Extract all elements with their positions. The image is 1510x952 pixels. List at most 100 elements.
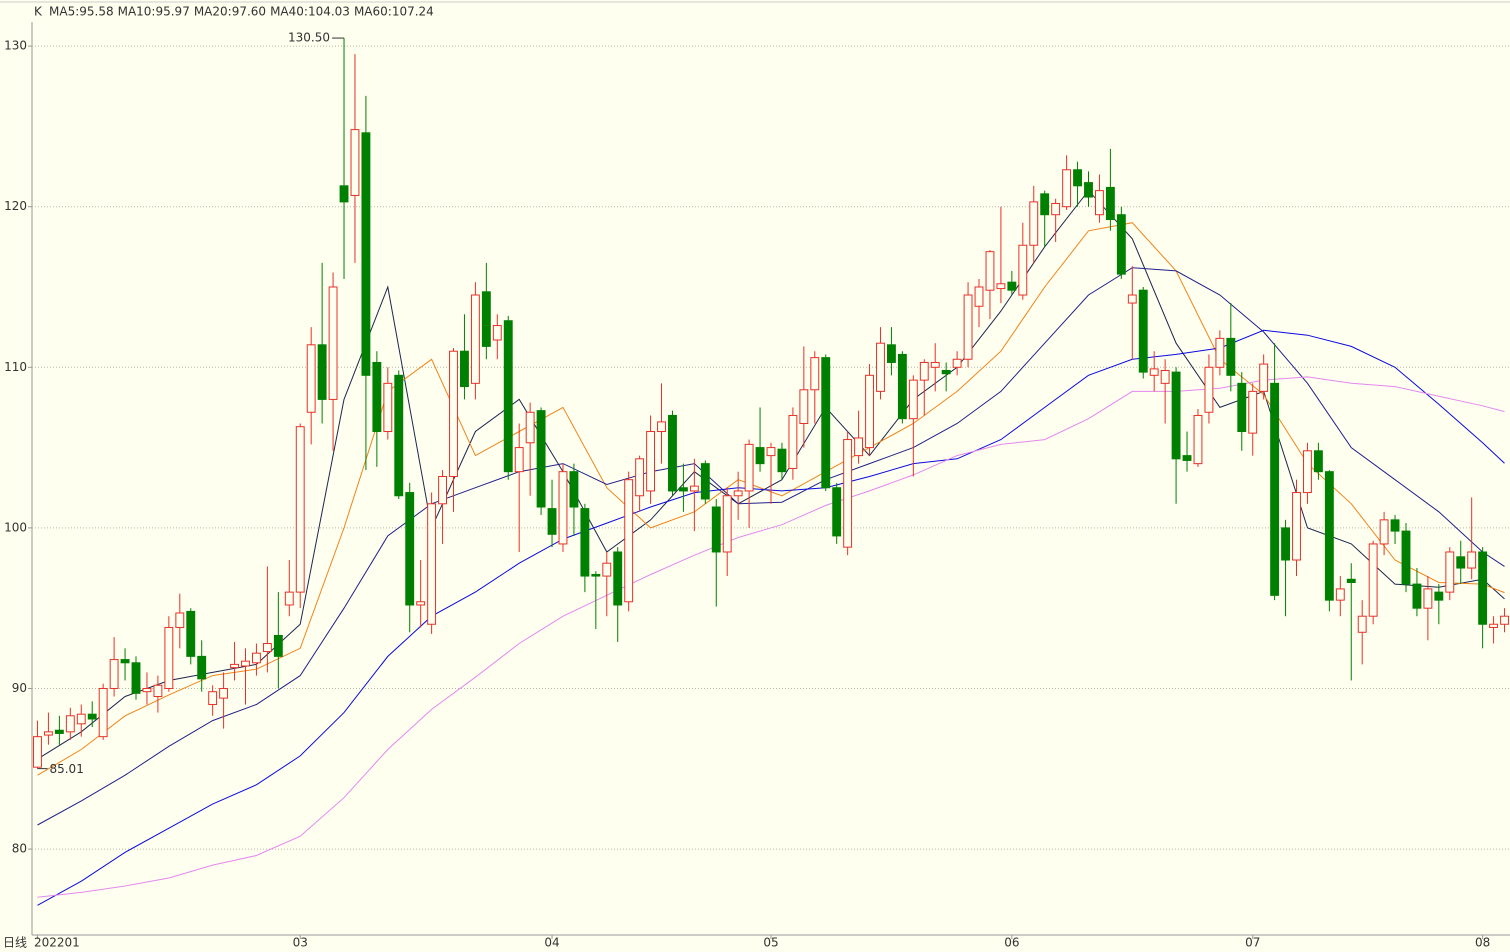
candle-body bbox=[1456, 556, 1466, 569]
candle-body bbox=[1018, 244, 1028, 296]
period-label: 日线 bbox=[3, 936, 27, 950]
candle-body bbox=[460, 350, 469, 388]
candle-body bbox=[1127, 294, 1137, 304]
candle-body bbox=[602, 562, 612, 577]
candle-body bbox=[1434, 591, 1444, 601]
candle-body bbox=[547, 508, 557, 535]
candle-body bbox=[974, 286, 984, 307]
candle-body bbox=[197, 655, 207, 680]
candle-body bbox=[1204, 366, 1214, 413]
candle-body bbox=[1335, 588, 1345, 601]
candle-body bbox=[383, 382, 393, 433]
candle-body bbox=[689, 485, 699, 492]
candle-body bbox=[284, 591, 294, 606]
candle-body bbox=[153, 684, 163, 698]
x-tick-label: 05 bbox=[763, 936, 778, 950]
candle-body bbox=[492, 325, 502, 341]
candle-body bbox=[1357, 615, 1367, 633]
candle-body bbox=[876, 342, 885, 392]
candle-body bbox=[897, 353, 907, 420]
legend-entry: MA20:97.60 bbox=[194, 5, 266, 19]
candle-body bbox=[306, 344, 316, 413]
candle-body bbox=[1062, 169, 1072, 208]
candle-body bbox=[646, 431, 656, 492]
legend-entry: MA10:95.97 bbox=[118, 5, 190, 19]
candle-body bbox=[1324, 471, 1334, 601]
candle-body bbox=[1007, 281, 1017, 291]
candle-body bbox=[810, 357, 820, 391]
candle-body bbox=[251, 652, 261, 664]
y-tick-label: 100 bbox=[4, 520, 27, 534]
candle-body bbox=[1292, 492, 1301, 561]
candle-body bbox=[733, 490, 743, 497]
candle-body bbox=[1467, 551, 1477, 569]
candle-body bbox=[1215, 337, 1225, 368]
candle-body bbox=[76, 713, 86, 725]
candle-body bbox=[558, 471, 568, 545]
candle-body bbox=[120, 659, 130, 664]
legend-entry: MA60:107.24 bbox=[354, 5, 434, 19]
x-tick-label: 08 bbox=[1475, 936, 1490, 950]
candle-body bbox=[186, 610, 196, 657]
candle-body bbox=[766, 447, 776, 457]
candle-body bbox=[1226, 337, 1236, 376]
candle-body bbox=[1051, 202, 1061, 216]
candle-body bbox=[514, 447, 524, 473]
x-tick-label: 03 bbox=[293, 936, 308, 950]
candle-body bbox=[1368, 543, 1378, 617]
x-tick-label: 06 bbox=[1004, 936, 1019, 950]
candle-body bbox=[1445, 551, 1455, 593]
candle-body bbox=[930, 361, 940, 368]
candle-body bbox=[777, 448, 787, 473]
candle-body bbox=[1423, 588, 1433, 609]
candle-body bbox=[481, 291, 491, 347]
candle-body bbox=[87, 713, 97, 720]
candle-body bbox=[1138, 289, 1148, 373]
candle-body bbox=[131, 662, 141, 694]
candle-body bbox=[109, 659, 119, 689]
candle-body bbox=[832, 487, 842, 537]
candle-body bbox=[1401, 530, 1411, 585]
candle-body bbox=[470, 294, 480, 384]
candle-body bbox=[317, 344, 327, 400]
candle-body bbox=[273, 634, 283, 657]
candle-body bbox=[339, 185, 349, 203]
candle-body bbox=[164, 626, 174, 689]
candle-body bbox=[295, 426, 305, 593]
candle-body bbox=[788, 414, 798, 469]
candle-body bbox=[711, 506, 721, 553]
candle-body bbox=[1500, 615, 1509, 625]
legend-entry: MA40:104.03 bbox=[270, 5, 350, 19]
candle-body bbox=[908, 379, 918, 420]
candle-body bbox=[886, 344, 896, 363]
candle-body bbox=[1171, 371, 1181, 460]
candle-body bbox=[350, 129, 360, 196]
candle-body bbox=[1105, 186, 1115, 221]
candle-body bbox=[1489, 623, 1499, 628]
candle-body bbox=[1095, 190, 1104, 216]
candle-body bbox=[219, 687, 229, 699]
candle-body bbox=[361, 132, 371, 376]
candle-body bbox=[33, 736, 42, 768]
candle-body bbox=[952, 358, 962, 368]
candle-body bbox=[1303, 450, 1312, 494]
candle-body bbox=[996, 283, 1006, 290]
candle-body bbox=[1193, 414, 1203, 465]
annotation: 85.01 bbox=[49, 762, 83, 776]
candle-body bbox=[449, 350, 458, 477]
legend-entry: MA5:95.58 bbox=[49, 5, 114, 19]
candle-body bbox=[1259, 363, 1269, 392]
y-tick-label: 120 bbox=[4, 199, 27, 213]
candle-body bbox=[230, 663, 239, 669]
candle-body bbox=[635, 458, 645, 497]
candle-body bbox=[569, 471, 579, 508]
candle-body bbox=[175, 612, 185, 628]
candle-body bbox=[405, 492, 415, 606]
candle-body bbox=[919, 361, 929, 381]
y-tick-label: 130 bbox=[4, 39, 27, 53]
y-tick-label: 110 bbox=[4, 360, 27, 374]
ma-line bbox=[37, 267, 1505, 826]
x-tick-label: 07 bbox=[1245, 936, 1260, 950]
candle-body bbox=[722, 495, 732, 553]
